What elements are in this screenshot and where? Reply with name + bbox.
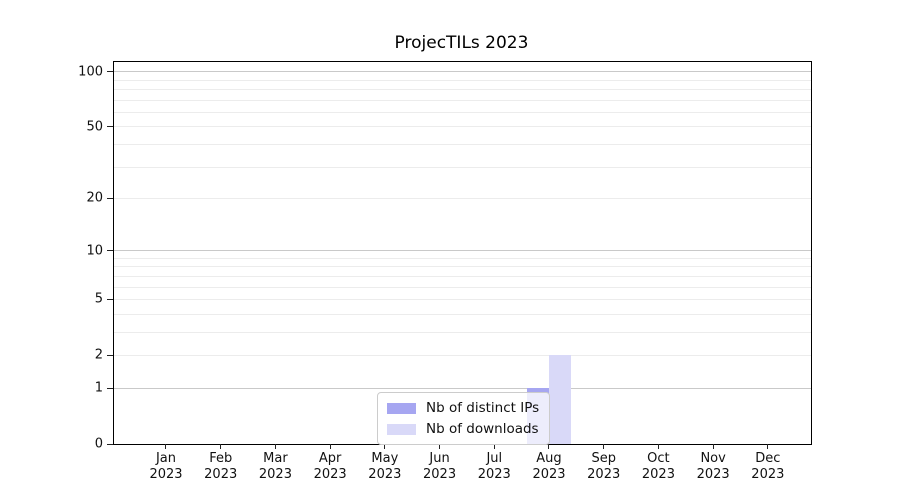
x-tick-label-line: Jan: [155, 451, 176, 466]
x-tick-label-line: Oct: [647, 451, 670, 466]
x-tick-label-line: 2023: [696, 467, 730, 482]
x-tick-label: Nov 2023: [697, 451, 730, 483]
minor-gridline: [114, 166, 811, 168]
x-tick-label-line: 2023: [313, 467, 347, 482]
minor-gridline: [114, 286, 811, 288]
x-tick-label-line: 2023: [587, 467, 621, 482]
legend-label: Nb of distinct IPs: [426, 400, 540, 416]
minor-gridline: [114, 298, 811, 300]
minor-gridline: [114, 354, 811, 356]
x-tick-label-line: Mar: [263, 451, 288, 466]
x-tick-label-line: 2023: [258, 467, 292, 482]
minor-gridline: [114, 275, 811, 277]
x-tick-label: Oct 2023: [642, 451, 675, 483]
legend-item: Nb of downloads: [387, 421, 539, 437]
x-tick-mark: [165, 444, 167, 449]
chart-title: ProjecTILs 2023: [394, 33, 529, 53]
legend-label: Nb of downloads: [426, 421, 539, 437]
y-tick-label: 10: [86, 243, 103, 259]
y-tick-mark: [107, 71, 113, 73]
x-tick-label: Feb 2023: [204, 451, 237, 483]
x-tick-mark: [384, 444, 386, 449]
minor-gridline: [114, 89, 811, 91]
x-tick-mark: [548, 444, 550, 449]
y-tick-label: 5: [94, 291, 103, 307]
x-tick-label-line: Aug: [536, 451, 562, 466]
x-tick-label-line: 2023: [751, 467, 785, 482]
x-tick-mark: [657, 444, 659, 449]
y-tick-label: 1: [94, 380, 103, 396]
minor-gridline: [114, 79, 811, 81]
x-tick-mark: [439, 444, 441, 449]
x-tick-label-line: 2023: [641, 467, 675, 482]
x-tick-label-line: 2023: [204, 467, 238, 482]
minor-gridline: [114, 126, 811, 128]
legend-item: Nb of distinct IPs: [387, 400, 539, 416]
major-gridline: [114, 71, 811, 73]
major-gridline: [114, 387, 811, 389]
minor-gridline: [114, 266, 811, 268]
x-tick-label-line: Jul: [486, 451, 503, 466]
x-tick-label-line: May: [371, 451, 399, 466]
y-tick-mark: [107, 250, 113, 252]
legend: Nb of distinct IPs Nb of downloads: [377, 392, 551, 445]
x-tick-label-line: 2023: [477, 467, 511, 482]
x-tick-mark: [329, 444, 331, 449]
x-tick-label-line: Sep: [591, 451, 616, 466]
x-tick-label-line: Jun: [429, 451, 450, 466]
y-tick-mark: [107, 197, 113, 199]
minor-gridline: [114, 313, 811, 315]
x-tick-label-line: Apr: [318, 451, 342, 466]
x-tick-mark: [603, 444, 605, 449]
plot-area: 0 1 2 5 10 20 50 100 Jan 2023 Feb 2023 Mar 2023 Apr 202…: [78, 61, 812, 482]
x-tick-label: Jul 2023: [478, 451, 511, 483]
x-tick-label: Jun 2023: [423, 451, 456, 483]
x-tick-label-line: 2023: [368, 467, 402, 482]
minor-gridline: [114, 331, 811, 333]
x-tick-label: Dec 2023: [751, 451, 784, 483]
x-tick-mark: [767, 444, 769, 449]
minor-gridline: [114, 111, 811, 113]
x-tick-mark: [274, 444, 276, 449]
x-tick-mark: [220, 444, 222, 449]
x-tick-label: Sep 2023: [587, 451, 620, 483]
y-tick-mark: [107, 354, 113, 356]
minor-gridline: [114, 143, 811, 145]
y-tick-mark: [107, 298, 113, 300]
minor-gridline: [114, 99, 811, 101]
x-tick-label-line: Dec: [755, 451, 781, 466]
bar-nb-of-downloads: [548, 355, 571, 444]
x-tick-label: Jan 2023: [149, 451, 182, 483]
major-gridline: [114, 250, 811, 252]
y-tick-mark: [107, 387, 113, 389]
legend-swatch-icon: [387, 402, 416, 414]
minor-gridline: [114, 197, 811, 199]
x-tick-label: Apr 2023: [314, 451, 347, 483]
minor-gridline: [114, 257, 811, 259]
x-tick-label: Aug 2023: [532, 451, 565, 483]
y-tick-label: 20: [86, 190, 103, 206]
y-tick-mark: [107, 443, 113, 445]
x-tick-label-line: 2023: [149, 467, 183, 482]
x-tick-label-line: Feb: [209, 451, 233, 466]
legend-swatch-icon: [387, 423, 416, 435]
x-tick-label: Mar 2023: [259, 451, 292, 483]
x-tick-mark: [712, 444, 714, 449]
y-tick-label: 0: [94, 436, 103, 452]
x-tick-label: May 2023: [368, 451, 401, 483]
x-tick-label-line: 2023: [532, 467, 566, 482]
y-tick-label: 100: [78, 64, 103, 80]
y-tick-label: 50: [86, 119, 103, 135]
x-tick-mark: [493, 444, 495, 449]
x-tick-label-line: Nov: [700, 451, 726, 466]
x-tick-label-line: 2023: [423, 467, 457, 482]
y-tick-mark: [107, 126, 113, 128]
y-tick-label: 2: [94, 347, 103, 363]
